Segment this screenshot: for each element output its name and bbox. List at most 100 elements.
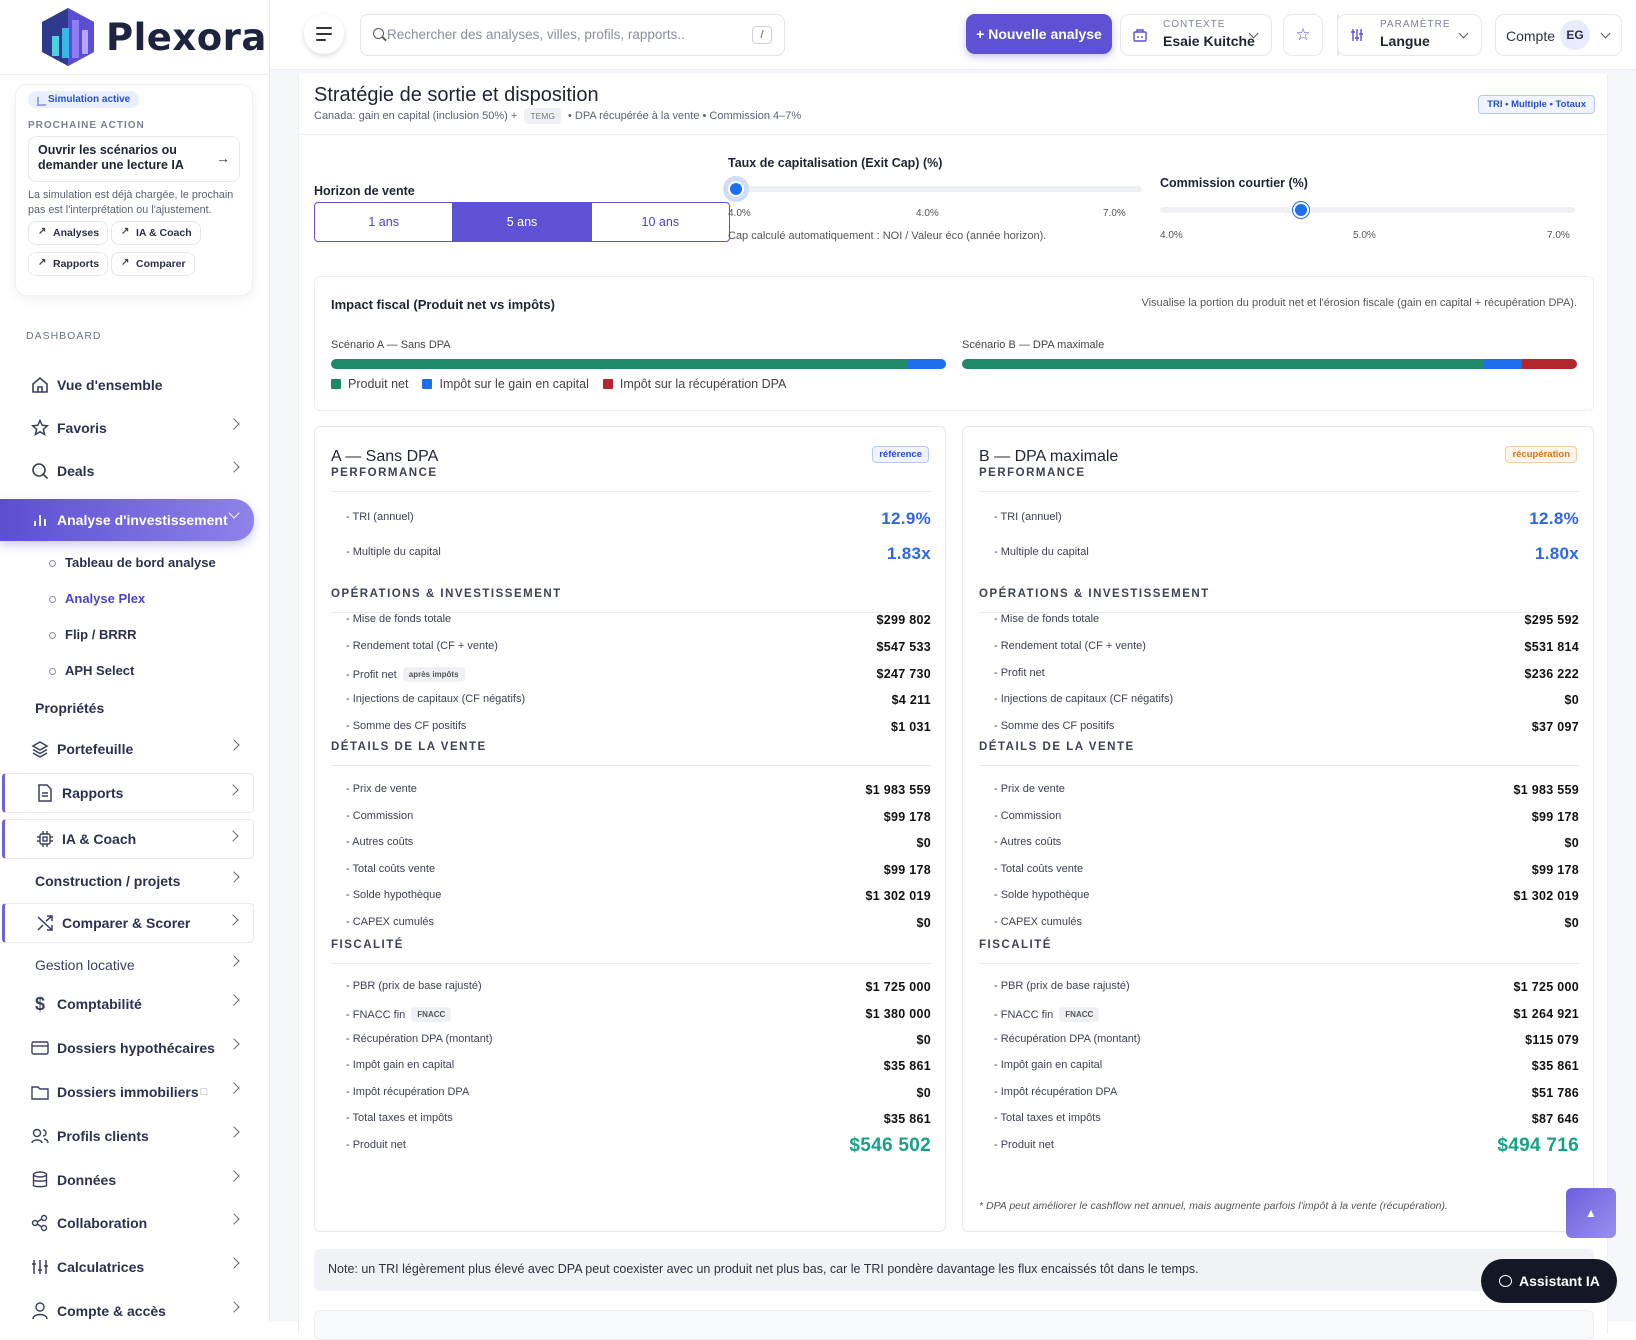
subitem-aph-select[interactable]: APH Select — [46, 663, 134, 678]
horizon-segmented-control: 1 ans 5 ans 10 ans — [314, 202, 730, 242]
sidebar-item-label: Comparer & Scorer — [62, 915, 191, 931]
row-label: - TRI (annuel) — [994, 511, 1062, 523]
row-label: - Total taxes et impôts — [994, 1112, 1101, 1124]
label-text: - Total taxes et impôts — [994, 1112, 1101, 1124]
cap-rate-slider-handle[interactable] — [728, 181, 744, 197]
sidebar-item-label: Vue d'ensemble — [57, 377, 163, 393]
horizon-option-1[interactable]: 1 ans — [368, 215, 399, 229]
sidebar-item-rental[interactable]: Gestion locative — [0, 945, 254, 985]
sidebar-item-realestate[interactable]: Dossiers immobiliers □ — [0, 1072, 254, 1112]
sidebar-item-analysis[interactable]: Analyse d'investissement — [0, 499, 254, 541]
section-perf: PERFORMANCE — [331, 467, 438, 479]
row-autres: - Autres coûts $0 — [346, 836, 931, 856]
row-value: $494 716 — [1497, 1135, 1579, 1156]
subitem-analyse-plex[interactable]: Analyse Plex — [46, 591, 145, 606]
sidebar-item-reports[interactable]: Rapports — [2, 773, 254, 813]
chevron-right-icon — [228, 1301, 240, 1313]
parameter-label: PARAMÈTRE — [1380, 19, 1451, 30]
chevron-down-icon — [1600, 28, 1611, 39]
commission-slider-handle[interactable] — [1293, 202, 1310, 218]
subitem-label: Flip / BRRR — [65, 627, 137, 642]
temg-tag: TEMG — [524, 108, 561, 124]
lock-icon: □ — [200, 1086, 208, 1098]
row-value: $99 178 — [883, 810, 931, 824]
cap-rate-track[interactable] — [728, 186, 1142, 192]
subtitle-part-a: Canada: gain en capital (inclusion 50%) … — [314, 110, 518, 122]
row-value: $546 502 — [849, 1135, 931, 1156]
row-value: $531 814 — [1524, 640, 1579, 654]
row-value: $236 222 — [1524, 667, 1579, 681]
sidebar-item-properties[interactable]: Propriétés — [0, 688, 254, 728]
row-value: $4 211 — [891, 693, 931, 707]
sidebar-item-construction[interactable]: Construction / projets — [0, 861, 254, 901]
plexora-logo-icon — [42, 8, 94, 66]
row-label: - Prix de vente — [346, 783, 417, 795]
chip-ia-coach[interactable]: IA & Coach — [111, 221, 201, 245]
search-input[interactable]: Rechercher des analyses, villes, profils… — [360, 14, 785, 56]
row-value: $295 592 — [1524, 613, 1579, 627]
sidebar-item-account[interactable]: Compte & accès — [0, 1291, 254, 1322]
commission-track[interactable] — [1160, 207, 1575, 213]
subitem-tableau-de-bord[interactable]: Tableau de bord analyse — [46, 555, 216, 570]
horizon-option-5[interactable]: 5 ans — [452, 203, 591, 241]
menu-toggle-button[interactable] — [304, 14, 344, 54]
row-value: $547 533 — [876, 640, 931, 654]
row-value: $1 302 019 — [865, 889, 931, 903]
folder-icon — [30, 1082, 50, 1102]
sidebar-item-data[interactable]: Données — [0, 1160, 254, 1200]
parameter-selector[interactable]: PARAMÈTRE Langue — [1337, 14, 1482, 56]
row-profit: - Profit net après impôts $247 730 — [346, 667, 931, 687]
sidebar-item-mortgage[interactable]: Dossiers hypothécaires — [0, 1028, 254, 1068]
row-value: $115 079 — [1525, 1033, 1579, 1047]
row-value: $1 983 559 — [1513, 783, 1579, 797]
new-analysis-button[interactable]: + Nouvelle analyse — [966, 14, 1112, 54]
sidebar-item-favorites[interactable]: Favoris — [0, 408, 254, 448]
brand-logo[interactable]: Plexora — [40, 6, 267, 68]
sidebar-item-portfolio[interactable]: Portefeuille — [0, 729, 254, 769]
row-total: - Total coûts vente $99 178 — [346, 863, 931, 883]
section-divider — [331, 765, 931, 766]
chip-rapports[interactable]: Rapports — [28, 252, 109, 276]
assistant-ia-button[interactable]: Assistant IA — [1481, 1259, 1617, 1303]
fiscal-impact-note: Visualise la portion du produit net et l… — [1141, 297, 1577, 309]
row-label: - Solde hypothèque — [994, 889, 1089, 901]
row-somme: - Somme des CF positifs $37 097 — [994, 720, 1579, 740]
parameter-value: Langue — [1380, 33, 1430, 49]
sidebar-item-ai-coach[interactable]: IA & Coach — [2, 819, 254, 859]
label-text: - Multiple du capital — [994, 546, 1089, 558]
sidebar-item-overview[interactable]: Vue d'ensemble — [0, 365, 254, 405]
row-value: $99 178 — [1531, 810, 1579, 824]
net-segment — [962, 359, 1485, 369]
row-value: $99 178 — [883, 863, 931, 877]
row-inj: - Injections de capitaux (CF négatifs) $… — [346, 693, 931, 713]
favorite-star-button[interactable]: ☆ — [1283, 14, 1323, 56]
row-irec: - Impôt récupération DPA $51 786 — [994, 1086, 1579, 1106]
row-net: - Produit net $546 502 — [346, 1135, 931, 1159]
account-menu[interactable]: Compte EG — [1495, 14, 1622, 56]
label-text: - Impôt récupération DPA — [994, 1086, 1118, 1098]
sidebar-item-collab[interactable]: Collaboration — [0, 1203, 254, 1243]
next-action-button[interactable]: Ouvrir les scénarios ou demander une lec… — [28, 136, 240, 182]
sidebar-item-compare[interactable]: Comparer & Scorer — [2, 903, 254, 943]
row-label: - Produit net — [994, 1139, 1054, 1151]
chevron-down-icon — [1458, 28, 1469, 39]
sidebar-item-accounting[interactable]: $ Comptabilité — [0, 984, 254, 1024]
row-value: 12.8% — [1529, 509, 1579, 528]
label-text: - PBR (prix de base rajusté) — [346, 980, 482, 992]
search-icon — [373, 28, 384, 39]
row-label: - FNACC fin FNACC — [346, 1007, 452, 1022]
subitem-flip-brrr[interactable]: Flip / BRRR — [46, 627, 137, 642]
sidebar-item-clients[interactable]: Profils clients — [0, 1116, 254, 1156]
sidebar-item-calculators[interactable]: Calculatrices — [0, 1247, 254, 1287]
chip-analyses[interactable]: Analyses — [28, 221, 109, 245]
label-text: - Commission — [994, 810, 1062, 822]
context-selector[interactable]: CONTEXTE Esaie Kuitche — [1120, 14, 1272, 56]
scroll-to-top-button[interactable]: ▲ — [1566, 1188, 1616, 1238]
sidebar-item-label: Comptabilité — [57, 996, 142, 1012]
label-text: - Rendement total (CF + vente) — [346, 640, 498, 652]
horizon-option-10[interactable]: 10 ans — [590, 203, 729, 241]
row-igc: - Impôt gain en capital $35 861 — [994, 1059, 1579, 1079]
chip-comparer[interactable]: Comparer — [111, 252, 195, 276]
sidebar-item-deals[interactable]: Deals — [0, 451, 254, 491]
label-text: - Produit net — [994, 1139, 1054, 1151]
